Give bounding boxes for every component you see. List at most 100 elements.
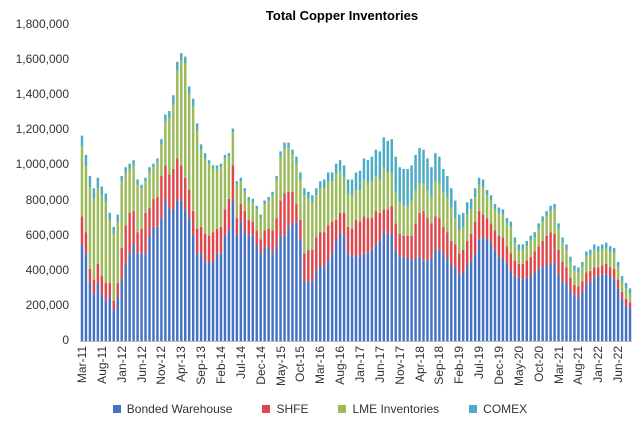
bar-segment [350, 179, 354, 196]
bar-segment [207, 235, 211, 262]
bar-segment [465, 240, 469, 266]
bar-segment [521, 249, 525, 264]
bar-segment [243, 188, 247, 192]
legend-swatch [262, 405, 271, 413]
bar-segment [597, 246, 600, 252]
bar-segment [195, 253, 199, 341]
bar-segment [469, 233, 473, 261]
bar-segment [164, 200, 167, 341]
bar-segment [144, 177, 147, 182]
bar-segment [100, 293, 104, 341]
bar-segment [604, 274, 608, 341]
bar-segment [287, 147, 290, 192]
bar-segment [160, 139, 163, 145]
bar-segment [402, 235, 405, 257]
bar-segment [497, 235, 501, 257]
bar-segment [426, 260, 429, 341]
chart-title: Total Copper Inventories [265, 8, 419, 23]
bar-segment [283, 142, 286, 148]
bar-segment [195, 123, 199, 131]
x-tick-label: Mar-11 [74, 346, 89, 384]
bar-segment [585, 272, 588, 285]
bar-segment [334, 174, 338, 220]
bar-segment [362, 179, 366, 217]
bar-segment [187, 93, 191, 191]
bar-segment [291, 149, 294, 155]
bar-segment [239, 221, 243, 341]
bar-segment [493, 249, 497, 341]
bar-segment [517, 263, 521, 278]
bar-segment [418, 212, 421, 257]
bar-segment [144, 253, 147, 341]
bar-segment [342, 235, 346, 341]
bar-segment [180, 200, 183, 341]
bar-segment [307, 198, 310, 250]
bar-segment [573, 265, 576, 271]
bar-segment [521, 279, 525, 341]
bar-segment [581, 281, 584, 292]
bar-segment [84, 154, 88, 166]
bar-segment [283, 235, 286, 341]
bar-segment [473, 221, 477, 254]
bar-segment [577, 267, 580, 273]
bar-segment [469, 209, 473, 234]
bar-segment [497, 256, 501, 341]
bar-segment [517, 277, 521, 341]
bar-segment [231, 165, 235, 201]
bar-segment [172, 168, 175, 210]
bar-segment [219, 163, 223, 168]
bar-segment [140, 228, 143, 254]
bar-segment [573, 270, 576, 285]
bar-segment [521, 244, 525, 250]
bar-segment [577, 297, 580, 341]
bar-segment [593, 249, 596, 268]
x-tick-label: Dec-14 [253, 346, 268, 385]
bar-segment [176, 70, 179, 159]
x-tick-label: Apr-13 [174, 346, 189, 383]
bar-segment [108, 283, 112, 298]
bar-segment [573, 295, 576, 341]
bar-segment [323, 179, 326, 189]
bar-segment [96, 283, 100, 341]
bar-segment [199, 144, 203, 150]
bar-segment [350, 228, 354, 257]
bar-segment [616, 267, 620, 280]
bar-segment [84, 165, 88, 233]
bar-segment [287, 191, 290, 227]
bar-segment [338, 160, 342, 171]
bar-segment [509, 253, 513, 271]
bar-segment [323, 232, 326, 268]
bar-segment [493, 204, 497, 210]
bar-segment [227, 198, 231, 231]
bar-segment [497, 207, 501, 213]
bar-segment [140, 184, 143, 189]
bar-segment [84, 232, 88, 254]
bar-segment [362, 253, 366, 341]
bar-segment [390, 139, 393, 173]
bar-segment [211, 262, 215, 341]
bar-segment [112, 226, 115, 234]
bar-segment [537, 223, 540, 229]
bar-segment [477, 211, 481, 240]
bar-segment [426, 190, 429, 219]
bar-segment [402, 168, 405, 206]
bar-segment [180, 53, 183, 61]
bar-segment [585, 256, 588, 273]
bar-segment [414, 258, 417, 341]
bar-segment [414, 154, 417, 191]
bar-segment [108, 219, 112, 284]
bar-segment [565, 267, 568, 284]
bar-segment [525, 246, 528, 261]
bar-segment [215, 165, 219, 169]
bar-segment [164, 114, 167, 122]
bar-segment [295, 221, 298, 341]
bar-segment [481, 237, 485, 341]
bar-segment [275, 246, 278, 341]
bar-segment [608, 251, 612, 268]
x-tick-label: May-15 [273, 346, 288, 387]
bar-segment [299, 219, 302, 240]
bar-segment [465, 214, 469, 241]
bar-segment [378, 151, 382, 180]
bar-segment [537, 228, 540, 247]
bar-segment [517, 244, 521, 250]
